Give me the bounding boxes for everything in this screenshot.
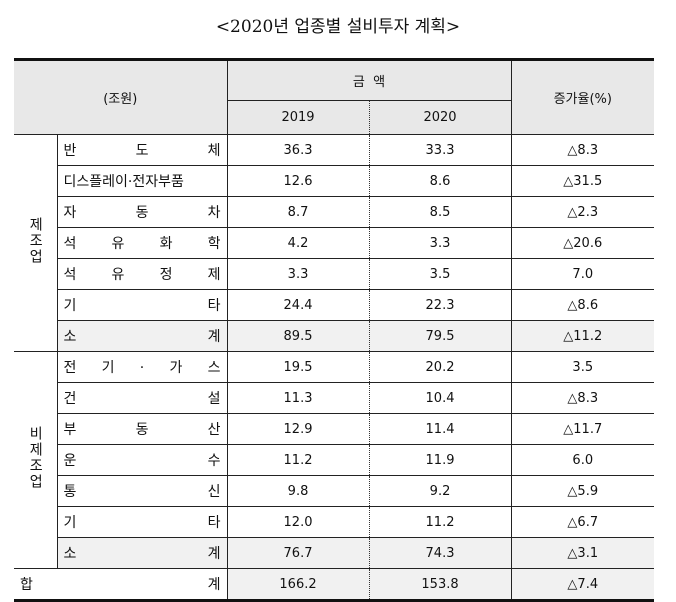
year-2019-header: 2019 [226,100,370,135]
row-label: 소 계 [56,537,228,569]
row-label: 반 도 체 [56,134,228,166]
total-row: 합 계 166.2 153.8 △7.4 [14,568,655,602]
group-label-text: 비제조업 [27,426,44,490]
value-2019: 89.5 [226,320,370,352]
table-row: 통 신 9.8 9.2 △5.9 [14,475,655,507]
unit-header: (조원) [14,58,228,135]
value-2019: 4.2 [226,227,370,259]
total-2019: 166.2 [226,568,370,602]
growth-rate: 6.0 [510,444,655,476]
row-label: 기 타 [56,506,228,538]
value-2020: 11.2 [368,506,512,538]
row-label: 석 유 정 제 [56,258,228,290]
value-2020: 33.3 [368,134,512,166]
total-label: 합 계 [14,568,228,602]
growth-rate: △6.7 [510,506,655,538]
table-title: <2020년 업종별 설비투자 계획> [215,17,461,37]
value-2020: 79.5 [368,320,512,352]
year-2020-header: 2020 [368,100,512,135]
growth-rate: △5.9 [510,475,655,507]
growth-rate: △2.3 [510,196,655,228]
growth-rate: △31.5 [510,165,655,197]
row-label: 기 타 [56,289,228,321]
value-2019: 11.3 [226,382,370,414]
growth-rate: △8.3 [510,382,655,414]
value-2020: 10.4 [368,382,512,414]
value-2019: 11.2 [226,444,370,476]
table-row: 건 설 11.3 10.4 △8.3 [14,382,655,414]
value-2019: 8.7 [226,196,370,228]
growth-rate: △8.6 [510,289,655,321]
value-2020: 11.4 [368,413,512,445]
row-label: 운 수 [56,444,228,476]
table-row: 비제조업 전 기 · 가 스 19.5 20.2 3.5 [14,351,655,569]
growth-rate: △8.3 [510,134,655,166]
table-row: 운 수 11.2 11.9 6.0 [14,444,655,476]
value-2020: 9.2 [368,475,512,507]
value-2020: 74.3 [368,537,512,569]
group-label: 제조업 [14,134,58,352]
growth-rate: 3.5 [510,351,655,383]
row-label: 소 계 [56,320,228,352]
value-2019: 12.0 [226,506,370,538]
table-row: 기 타 12.0 11.2 △6.7 [14,506,655,538]
value-2019: 3.3 [226,258,370,290]
group-label: 비제조업 [14,351,58,569]
value-2019: 19.5 [226,351,370,383]
value-2020: 3.3 [368,227,512,259]
value-2019: 24.4 [226,289,370,321]
row-label: 통 신 [56,475,228,507]
growth-rate: △20.6 [510,227,655,259]
value-2020: 8.5 [368,196,512,228]
value-2019: 9.8 [226,475,370,507]
row-label: 석 유 화 학 [56,227,228,259]
table-row: 디스플레이·전자부품 12.6 8.6 △31.5 [14,165,655,197]
total-2020: 153.8 [368,568,512,602]
value-2019: 12.9 [226,413,370,445]
amount-header: 금 액 [226,58,512,101]
row-label: 전 기 · 가 스 [56,351,228,383]
row-label: 자 동 차 [56,196,228,228]
investment-table: (조원) 금 액 증가율(%) 2019 2020 제조업 반 도 체 36.3 33… [14,58,655,602]
table-row: 자 동 차 8.7 8.5 △2.3 [14,196,655,228]
row-label: 디스플레이·전자부품 [56,165,228,197]
value-2020: 8.6 [368,165,512,197]
value-2020: 11.9 [368,444,512,476]
value-2020: 20.2 [368,351,512,383]
growth-header: 증가율(%) [510,58,655,135]
table-row: 기 타 24.4 22.3 △8.6 [14,289,655,321]
group-label-text: 제조업 [27,217,44,265]
row-label: 부 동 산 [56,413,228,445]
table-row: 제조업 반 도 체 36.3 33.3 △8.3 [14,134,655,352]
table-row: 부 동 산 12.9 11.4 △11.7 [14,413,655,445]
growth-rate: 7.0 [510,258,655,290]
total-growth: △7.4 [510,568,655,602]
table-row: 석 유 화 학 4.2 3.3 △20.6 [14,227,655,259]
value-2019: 12.6 [226,165,370,197]
row-label: 건 설 [56,382,228,414]
growth-rate: △11.2 [510,320,655,352]
subtotal-row: 소 계 76.7 74.3 △3.1 [14,537,655,569]
subtotal-row: 소 계 89.5 79.5 △11.2 [14,320,655,352]
value-2019: 36.3 [226,134,370,166]
value-2019: 76.7 [226,537,370,569]
value-2020: 22.3 [368,289,512,321]
growth-rate: △11.7 [510,413,655,445]
growth-rate: △3.1 [510,537,655,569]
value-2020: 3.5 [368,258,512,290]
table-row: 석 유 정 제 3.3 3.5 7.0 [14,258,655,290]
